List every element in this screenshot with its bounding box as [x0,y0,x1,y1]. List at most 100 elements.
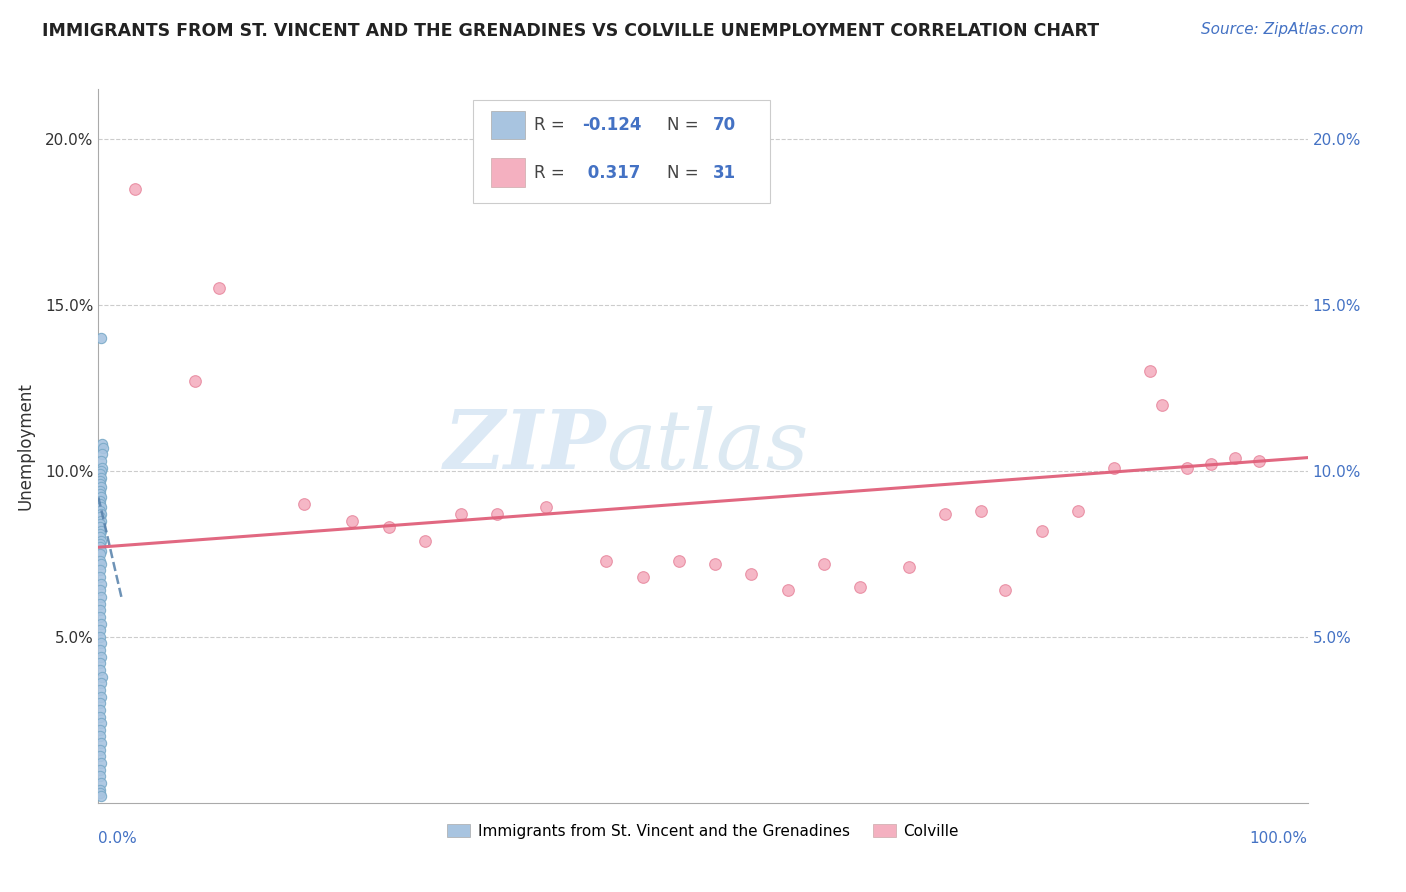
Text: -0.124: -0.124 [582,116,641,134]
Point [704,557,727,571]
Point [377,520,399,534]
Point [90,776,112,790]
Point [90,543,112,558]
Point [631,570,654,584]
Point [89,530,111,544]
Point [91,441,114,455]
Point [776,583,799,598]
Text: N =: N = [666,116,703,134]
Point [90,470,112,484]
Point [486,507,509,521]
Point [1067,504,1090,518]
Point [90,690,112,704]
Point [1249,454,1271,468]
Point [89,709,111,723]
Point [89,603,111,617]
Point [89,703,111,717]
Point [91,437,114,451]
Point [90,481,112,495]
Point [89,657,111,671]
Point [1152,397,1174,411]
Point [813,557,835,571]
Point [89,467,111,482]
Point [89,769,111,783]
Point [89,730,111,744]
Point [90,524,112,538]
Point [849,580,872,594]
Point [89,782,111,797]
Point [89,696,111,710]
Point [450,507,472,521]
Point [91,447,114,461]
Point [534,500,557,515]
Legend: Immigrants from St. Vincent and the Grenadines, Colville: Immigrants from St. Vincent and the Gren… [441,818,965,845]
Point [90,736,112,750]
Point [89,597,111,611]
Point [89,504,111,518]
Point [1199,457,1222,471]
Point [89,610,111,624]
Point [90,491,112,505]
Point [90,616,112,631]
Point [89,630,111,644]
Text: IMMIGRANTS FROM ST. VINCENT AND THE GRENADINES VS COLVILLE UNEMPLOYMENT CORRELAT: IMMIGRANTS FROM ST. VINCENT AND THE GREN… [42,22,1099,40]
Point [740,566,762,581]
Text: Source: ZipAtlas.com: Source: ZipAtlas.com [1201,22,1364,37]
Point [668,553,690,567]
Point [90,649,112,664]
Point [89,564,111,578]
Text: ZIP: ZIP [444,406,606,486]
Point [994,583,1017,598]
Text: N =: N = [666,164,703,182]
FancyBboxPatch shape [474,100,769,203]
Point [124,182,146,196]
Y-axis label: Unemployment: Unemployment [15,382,34,510]
Point [89,763,111,777]
Point [90,557,112,571]
Point [413,533,436,548]
Point [90,507,112,521]
Point [90,514,112,528]
Point [89,537,111,551]
Point [1175,460,1198,475]
Point [184,374,207,388]
Point [89,583,111,598]
Point [89,553,111,567]
Point [90,756,112,770]
Text: 0.0%: 0.0% [98,831,138,847]
Point [90,331,112,345]
Point [89,742,111,756]
Point [90,533,112,548]
Point [1031,524,1053,538]
Point [89,477,111,491]
Point [90,789,112,804]
Point [89,520,111,534]
Point [89,663,111,677]
Text: 70: 70 [713,116,735,134]
Text: R =: R = [534,164,569,182]
Point [89,510,111,524]
Point [89,487,111,501]
Point [90,590,112,604]
Point [91,460,114,475]
Point [90,454,112,468]
Text: 31: 31 [713,164,735,182]
Point [970,504,993,518]
Point [89,624,111,638]
Point [89,723,111,737]
Point [89,643,111,657]
Point [91,670,114,684]
Point [89,527,111,541]
Point [934,507,956,521]
Point [90,464,112,478]
Point [208,281,231,295]
Point [89,540,111,554]
Point [89,786,111,800]
FancyBboxPatch shape [492,111,526,139]
Point [595,553,617,567]
Text: 100.0%: 100.0% [1250,831,1308,847]
Point [89,516,111,531]
Text: 0.317: 0.317 [582,164,641,182]
Point [1102,460,1125,475]
Point [89,547,111,561]
